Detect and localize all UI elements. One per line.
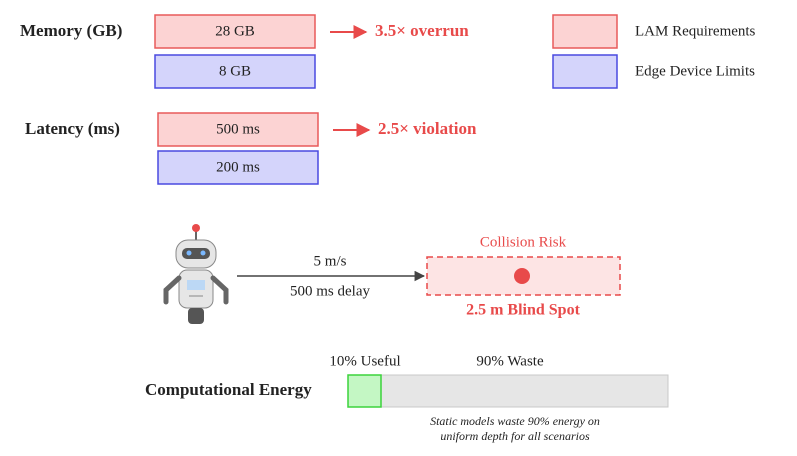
memory-label: Memory (GB) xyxy=(20,21,122,40)
waste-label: 90% Waste xyxy=(476,353,544,369)
lam-box xyxy=(154,14,316,49)
useful-segment xyxy=(347,374,382,408)
legend-swatch xyxy=(552,54,618,89)
energy-bar xyxy=(347,374,669,408)
speed: 5 m/s xyxy=(314,253,347,269)
energy-note: Static models waste 90% energy on xyxy=(430,414,600,428)
legend-lam: LAM Requirements xyxy=(635,23,756,39)
blind-spot: 2.5 m Blind Spot xyxy=(466,302,580,319)
memory-edge: 8 GB xyxy=(219,63,251,79)
energy-note: uniform depth for all scenarios xyxy=(440,429,590,443)
memory-ratio: 3.5× overrun xyxy=(375,21,469,40)
risk-label: Collision Risk xyxy=(480,234,567,250)
memory-lam: 28 GB xyxy=(215,23,255,39)
robot-icon xyxy=(163,224,229,324)
lam-box xyxy=(157,112,319,147)
latency-ratio: 2.5× violation xyxy=(378,119,477,138)
edge-box xyxy=(154,54,316,89)
edge-box xyxy=(157,150,319,185)
energy-label: Computational Energy xyxy=(145,380,312,399)
delay: 500 ms delay xyxy=(290,283,370,299)
obstacle xyxy=(514,268,530,284)
legend-edge: Edge Device Limits xyxy=(635,63,755,79)
legend-swatch xyxy=(552,14,618,49)
latency-lam: 500 ms xyxy=(216,121,260,137)
useful-label: 10% Useful xyxy=(329,353,400,369)
latency-edge: 200 ms xyxy=(216,159,260,175)
latency-label: Latency (ms) xyxy=(25,119,120,138)
